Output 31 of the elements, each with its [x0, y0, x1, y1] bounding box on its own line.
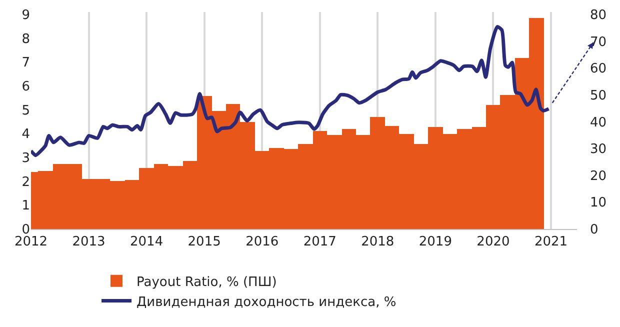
line-series: [31, 25, 550, 158]
x-tick-label: 2019: [418, 234, 452, 250]
y-tick-label: 7: [22, 56, 30, 71]
y-tick-label: 1: [22, 198, 30, 214]
x-tick-label: 2018: [361, 234, 394, 250]
y2-tick-label: 0: [590, 222, 598, 238]
y2-tick-label: 30: [590, 142, 607, 158]
x-tick-label: 2014: [130, 234, 164, 250]
y2-tick-label: 20: [590, 168, 607, 184]
y-tick-label: 6: [22, 79, 30, 94]
legend-label: Дивидендная доходность индекса, %: [136, 294, 396, 310]
legend-label: Payout Ratio, % (ПШ): [136, 274, 277, 290]
y-tick-label: 9: [22, 8, 30, 23]
y2-tick-label: 50: [590, 88, 607, 104]
y-tick-label: 3: [22, 151, 30, 166]
x-tick-label: 2020: [476, 234, 510, 250]
y-tick-label: 8: [22, 32, 30, 47]
x-tick-label: 2012: [14, 234, 48, 250]
y-tick-label: 5: [22, 103, 30, 118]
y-tick-label: 4: [22, 127, 30, 142]
y2-tick-label: 80: [590, 8, 607, 23]
x-tick-label: 2013: [72, 234, 106, 250]
x-tick-label: 2021: [534, 234, 568, 250]
y2-tick-label: 10: [590, 196, 607, 211]
y2-tick-label: 40: [590, 115, 607, 130]
x-tick-label: 2016: [246, 234, 279, 250]
y-tick-label: 2: [22, 174, 30, 190]
x-tick-label: 2017: [303, 234, 336, 250]
y2-tick-label: 60: [590, 62, 607, 77]
x-tick-label: 2015: [188, 234, 221, 250]
y2-tick-label: 70: [590, 34, 607, 50]
